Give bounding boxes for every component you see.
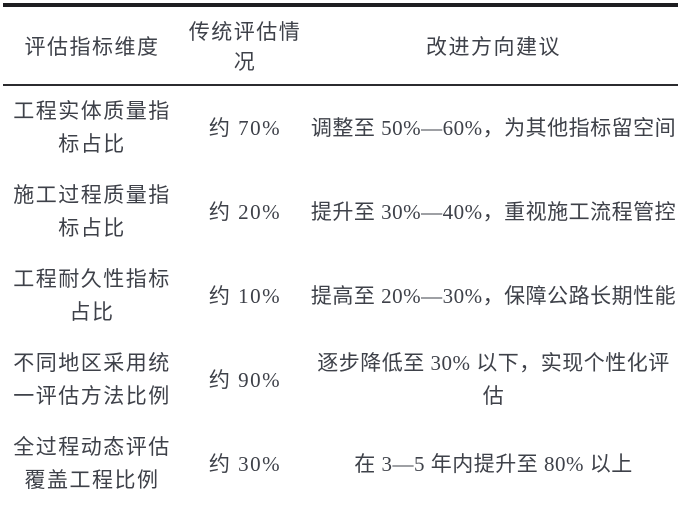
table-top-rule — [3, 3, 678, 7]
header-row: 评估指标维度 传统评估情况 改进方向建议 — [3, 7, 678, 86]
cell-improvement-suggestion: 调整至 50%—60%，为其他指标留空间 — [310, 115, 677, 140]
column-header-suggestion: 改进方向建议 — [309, 7, 678, 86]
cell-dimension: 不同地区采用统 一评估方法比例 — [13, 351, 171, 408]
cell-traditional-value: 约 30% — [208, 451, 282, 476]
table-row: 工程实体质量指 标占比 约 70% 调整至 50%—60%，为其他指标留空间 — [3, 85, 678, 170]
cell-traditional-value: 约 90% — [208, 367, 282, 392]
three-line-table: 评估指标维度 传统评估情况 改进方向建议 工程实体质量指 标占比 约 70% 调整至… — [3, 7, 678, 506]
table-row: 工程耐久性指标 占比 约 10% 提高至 20%—30%，保障公路长期性能 — [3, 254, 678, 338]
cell-improvement-suggestion: 提高至 20%—30%，保障公路长期性能 — [310, 283, 677, 308]
table-header: 评估指标维度 传统评估情况 改进方向建议 — [3, 7, 678, 86]
column-header-traditional: 传统评估情况 — [181, 7, 309, 86]
cell-dimension: 工程耐久性指标 占比 — [13, 267, 171, 324]
table-row: 全过程动态评估 覆盖工程比例 约 30% 在 3—5 年内提升至 80% 以上 — [3, 422, 678, 506]
column-header-dimension: 评估指标维度 — [3, 7, 181, 86]
cell-improvement-suggestion: 在 3—5 年内提升至 80% 以上 — [354, 451, 633, 476]
cell-traditional-value: 约 70% — [208, 115, 282, 140]
evaluation-indicators-table: 评估指标维度 传统评估情况 改进方向建议 工程实体质量指 标占比 约 70% 调整至… — [3, 3, 678, 506]
table-row: 施工过程质量指 标占比 约 20% 提升至 30%—40%，重视施工流程管控 — [3, 170, 678, 254]
cell-traditional-value: 约 10% — [208, 283, 282, 308]
cell-dimension: 施工过程质量指 标占比 — [13, 183, 171, 240]
cell-traditional-value: 约 20% — [208, 199, 282, 224]
table-row: 不同地区采用统 一评估方法比例 约 90% 逐步降低至 30% 以下，实现个性化评估 — [3, 338, 678, 422]
cell-improvement-suggestion: 逐步降低至 30% 以下，实现个性化评估 — [317, 351, 670, 408]
table-body: 工程实体质量指 标占比 约 70% 调整至 50%—60%，为其他指标留空间施工过程… — [3, 85, 678, 506]
cell-dimension: 全过程动态评估 覆盖工程比例 — [13, 435, 171, 492]
cell-dimension: 工程实体质量指 标占比 — [13, 99, 171, 156]
cell-improvement-suggestion: 提升至 30%—40%，重视施工流程管控 — [310, 199, 677, 224]
